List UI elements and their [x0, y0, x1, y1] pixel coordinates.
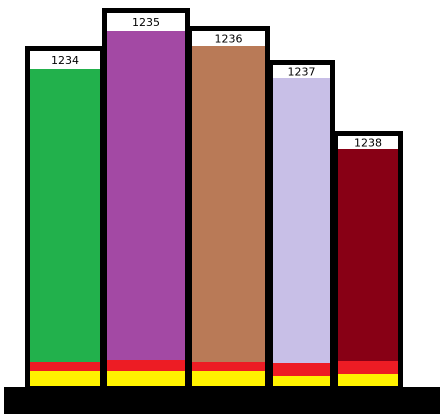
bar-fill [192, 46, 265, 362]
bar-fill [30, 69, 100, 362]
red-stripe [192, 362, 265, 371]
bar-label: 1235 [132, 16, 160, 29]
label-box [273, 65, 330, 78]
bar-group: 1234 1235 1236 1237 1238 [25, 8, 403, 387]
red-stripe [273, 363, 330, 376]
yellow-stripe [273, 376, 330, 386]
yellow-stripe [30, 371, 100, 386]
red-stripe [30, 362, 100, 371]
red-stripe [338, 361, 398, 374]
yellow-stripe [107, 371, 185, 386]
base [4, 387, 440, 414]
yellow-stripe [338, 374, 398, 386]
bar-label: 1238 [354, 137, 382, 150]
red-stripe [107, 360, 185, 371]
bar-label: 1236 [215, 33, 243, 46]
yellow-stripe [192, 371, 265, 386]
label-box [338, 136, 398, 149]
label-box [192, 31, 265, 46]
bar-label: 1234 [51, 54, 79, 67]
bar-label: 1237 [288, 66, 316, 79]
bar-fill [107, 31, 185, 360]
label-box [107, 13, 185, 31]
bar-fill [338, 149, 398, 361]
bar-fill [273, 78, 330, 363]
label-box [30, 51, 100, 69]
